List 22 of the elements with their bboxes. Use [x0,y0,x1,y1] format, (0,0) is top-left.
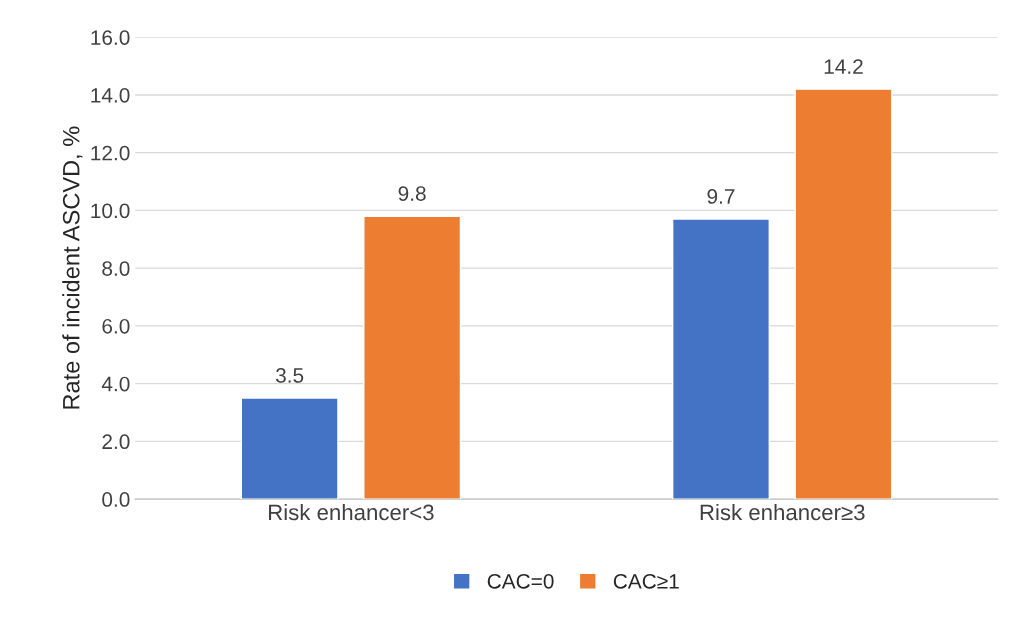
x-tick-label: Risk enhancer<3 [269,503,434,521]
y-tick-label: 16.0 [91,30,130,45]
y-tick-label: 6.0 [102,318,130,334]
x-tick-label: Risk enhancer≥3 [700,503,865,521]
legend-label: CAC=0 [487,573,554,589]
data-label: 9.7 [707,189,735,204]
y-tick-label: 0.0 [102,492,130,507]
y-tick-label: 2.0 [102,434,130,450]
bar [794,88,893,500]
y-tick-label: 14.0 [91,87,130,103]
y-tick-label: 10.0 [91,203,130,219]
y-tick-label: 8.0 [102,261,130,276]
bar [363,215,462,500]
data-label: 3.5 [275,368,304,383]
data-label: 14.2 [824,59,863,74]
y-axis-title: Rate of incident ASCVD, % [62,126,83,409]
y-tick-label: 4.0 [101,376,130,392]
y-tick-label: 12.0 [91,145,130,161]
legend-label: CAC≥1 [613,573,679,589]
bar [240,397,339,500]
data-label: 9.8 [398,186,426,201]
bar [671,218,770,500]
